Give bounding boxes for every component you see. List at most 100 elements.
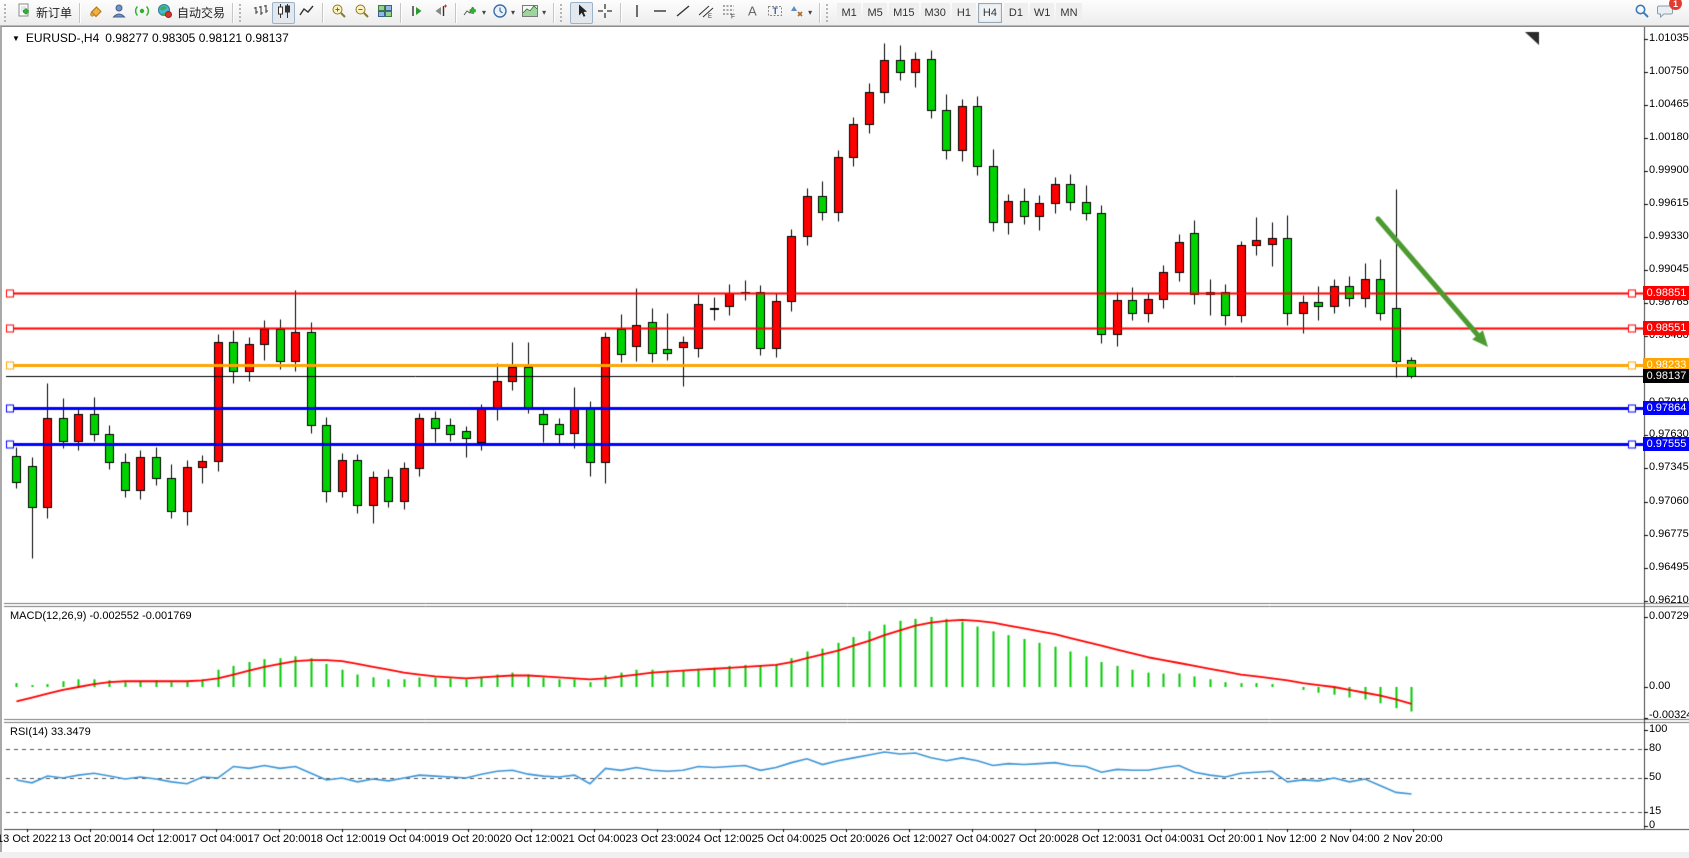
candlestick-chart-button[interactable] xyxy=(272,1,296,24)
new-order-icon xyxy=(17,3,33,22)
chart-template-button[interactable]: ▾ xyxy=(518,2,549,24)
chart-forward-button[interactable] xyxy=(405,2,428,24)
zoom-out-icon xyxy=(354,3,370,22)
text-label-icon: T xyxy=(767,3,783,22)
time-axis-label: 13 Oct 2022 xyxy=(0,833,57,845)
time-axis-label: 21 Oct 04:00 xyxy=(562,833,626,845)
toolbar-separator xyxy=(79,2,81,23)
chart-template-icon xyxy=(521,3,539,22)
rsi-axis-label: 50 xyxy=(1649,771,1662,783)
timeframe-button-m1[interactable]: M1 xyxy=(837,2,862,23)
chart-shift-button[interactable] xyxy=(428,2,451,24)
toolbar-separator xyxy=(553,2,555,23)
timeframe-button-m5[interactable]: M5 xyxy=(863,2,888,23)
toolbar-separator xyxy=(322,2,324,23)
vertical-line-button[interactable] xyxy=(625,2,648,24)
autotrading-label: 自动交易 xyxy=(177,6,226,20)
new-order-label: 新订单 xyxy=(36,6,73,20)
collapse-triangle-icon: ▼ xyxy=(12,33,20,43)
price-tick-label: 0.99615 xyxy=(1649,196,1689,209)
styles-button[interactable] xyxy=(84,2,107,24)
indicators-button[interactable]: ▾ xyxy=(460,2,489,24)
price-tick-label: 1.00465 xyxy=(1649,97,1689,110)
chevron-down-icon: ▾ xyxy=(808,7,813,17)
fibonacci-icon: F xyxy=(721,3,737,22)
price-tick-label: 0.96210 xyxy=(1649,593,1689,606)
line-chart-button[interactable] xyxy=(295,2,318,24)
time-axis-label: 17 Oct 04:00 xyxy=(184,833,248,845)
rsi-axis-label: 0 xyxy=(1649,819,1656,831)
profile-button[interactable] xyxy=(107,2,130,24)
time-axis-label: 17 Oct 20:00 xyxy=(247,833,311,845)
price-tick-label: 1.00750 xyxy=(1649,64,1689,77)
macd-indicator-label[interactable]: MACD(12,26,9) -0.002552 -0.001769 xyxy=(10,610,192,622)
zoom-in-button[interactable] xyxy=(327,2,350,24)
timeframe-button-m30[interactable]: M30 xyxy=(920,2,950,23)
toolbar-separator xyxy=(400,2,402,23)
notification-badge[interactable]: 1 xyxy=(1669,0,1682,11)
tile-windows-button[interactable] xyxy=(373,2,396,24)
toolbar-grip xyxy=(560,3,566,22)
toolbar-separator xyxy=(819,2,821,23)
rsi-name: RSI(14) xyxy=(10,726,48,738)
toolbar-separator xyxy=(455,2,457,23)
periods-icon xyxy=(492,3,508,22)
timeframe-button-m15[interactable]: M15 xyxy=(889,2,919,23)
price-tick-label: 0.96775 xyxy=(1649,527,1689,540)
toolbar-grip xyxy=(239,3,245,22)
svg-text:A: A xyxy=(748,4,757,19)
time-axis-label: 27 Oct 20:00 xyxy=(1003,833,1067,845)
time-axis-label: 27 Oct 04:00 xyxy=(940,833,1004,845)
timeframe-group: M1 M5 M15 M30 H1 H4 D1 W1 MN xyxy=(836,2,1082,23)
channel-button[interactable]: E xyxy=(694,2,717,24)
time-axis-label: 23 Oct 23:00 xyxy=(625,833,689,845)
add-indicator-icon xyxy=(463,3,479,22)
trendline-button[interactable] xyxy=(671,2,694,24)
rsi-axis-label: 15 xyxy=(1649,804,1662,817)
toolbar-grip xyxy=(826,3,832,22)
toolbar: 新订单 自动交易 xyxy=(0,0,1689,26)
cursor-icon xyxy=(574,3,590,22)
periods-button[interactable]: ▾ xyxy=(489,2,518,24)
rsi-axis-label: 80 xyxy=(1649,742,1662,755)
time-axis-label: 31 Oct 20:00 xyxy=(1192,833,1256,845)
fibonacci-button[interactable]: F xyxy=(717,2,740,24)
search-button[interactable] xyxy=(1630,2,1653,24)
time-axis-label: 28 Oct 12:00 xyxy=(1066,833,1130,845)
timeframe-button-h1[interactable]: H1 xyxy=(951,2,976,23)
price-tick-label: 1.01035 xyxy=(1649,31,1689,44)
paint-bucket-icon xyxy=(88,3,104,22)
crosshair-button[interactable] xyxy=(593,2,616,24)
toolbar-separator xyxy=(620,2,622,23)
signal-icon xyxy=(134,3,150,22)
timeframe-button-h4[interactable]: H4 xyxy=(977,2,1002,23)
chevron-down-icon: ▾ xyxy=(542,7,547,17)
autotrading-button[interactable]: 自动交易 xyxy=(153,2,228,24)
macd-values: -0.002552 -0.001769 xyxy=(89,610,192,622)
text-label-button[interactable]: T xyxy=(763,2,786,24)
signal-button[interactable] xyxy=(130,2,153,24)
shapes-button[interactable]: ▾ xyxy=(786,2,815,24)
level-price-label: 0.98551 xyxy=(1643,320,1689,335)
horizontal-line-icon xyxy=(652,3,668,22)
shapes-icon xyxy=(789,3,805,22)
bar-chart-button[interactable] xyxy=(249,2,272,24)
price-tick-label: 0.96495 xyxy=(1649,560,1689,573)
chevron-down-icon: ▾ xyxy=(511,7,516,17)
time-axis-label: 14 Oct 12:00 xyxy=(121,833,185,845)
chart-title[interactable]: ▼ EURUSD-,H4 0.98277 0.98305 0.98121 0.9… xyxy=(12,31,289,45)
price-tick-label: 0.97345 xyxy=(1649,461,1689,474)
cursor-button[interactable] xyxy=(570,1,594,24)
time-axis-label: 25 Oct 20:00 xyxy=(814,833,878,845)
rsi-indicator-label[interactable]: RSI(14) 33.3479 xyxy=(10,726,91,738)
chart-canvas[interactable] xyxy=(2,27,1689,858)
timeframe-button-d1[interactable]: D1 xyxy=(1003,2,1028,23)
timeframe-button-w1[interactable]: W1 xyxy=(1029,2,1055,23)
horizontal-line-button[interactable] xyxy=(648,2,671,24)
timeframe-button-mn[interactable]: MN xyxy=(1056,2,1082,23)
zoom-out-button[interactable] xyxy=(350,2,373,24)
time-axis-label: 24 Oct 12:00 xyxy=(688,833,752,845)
new-order-button[interactable]: 新订单 xyxy=(14,2,75,24)
text-button[interactable]: A xyxy=(740,2,763,24)
time-axis-label: 26 Oct 12:00 xyxy=(877,833,941,845)
